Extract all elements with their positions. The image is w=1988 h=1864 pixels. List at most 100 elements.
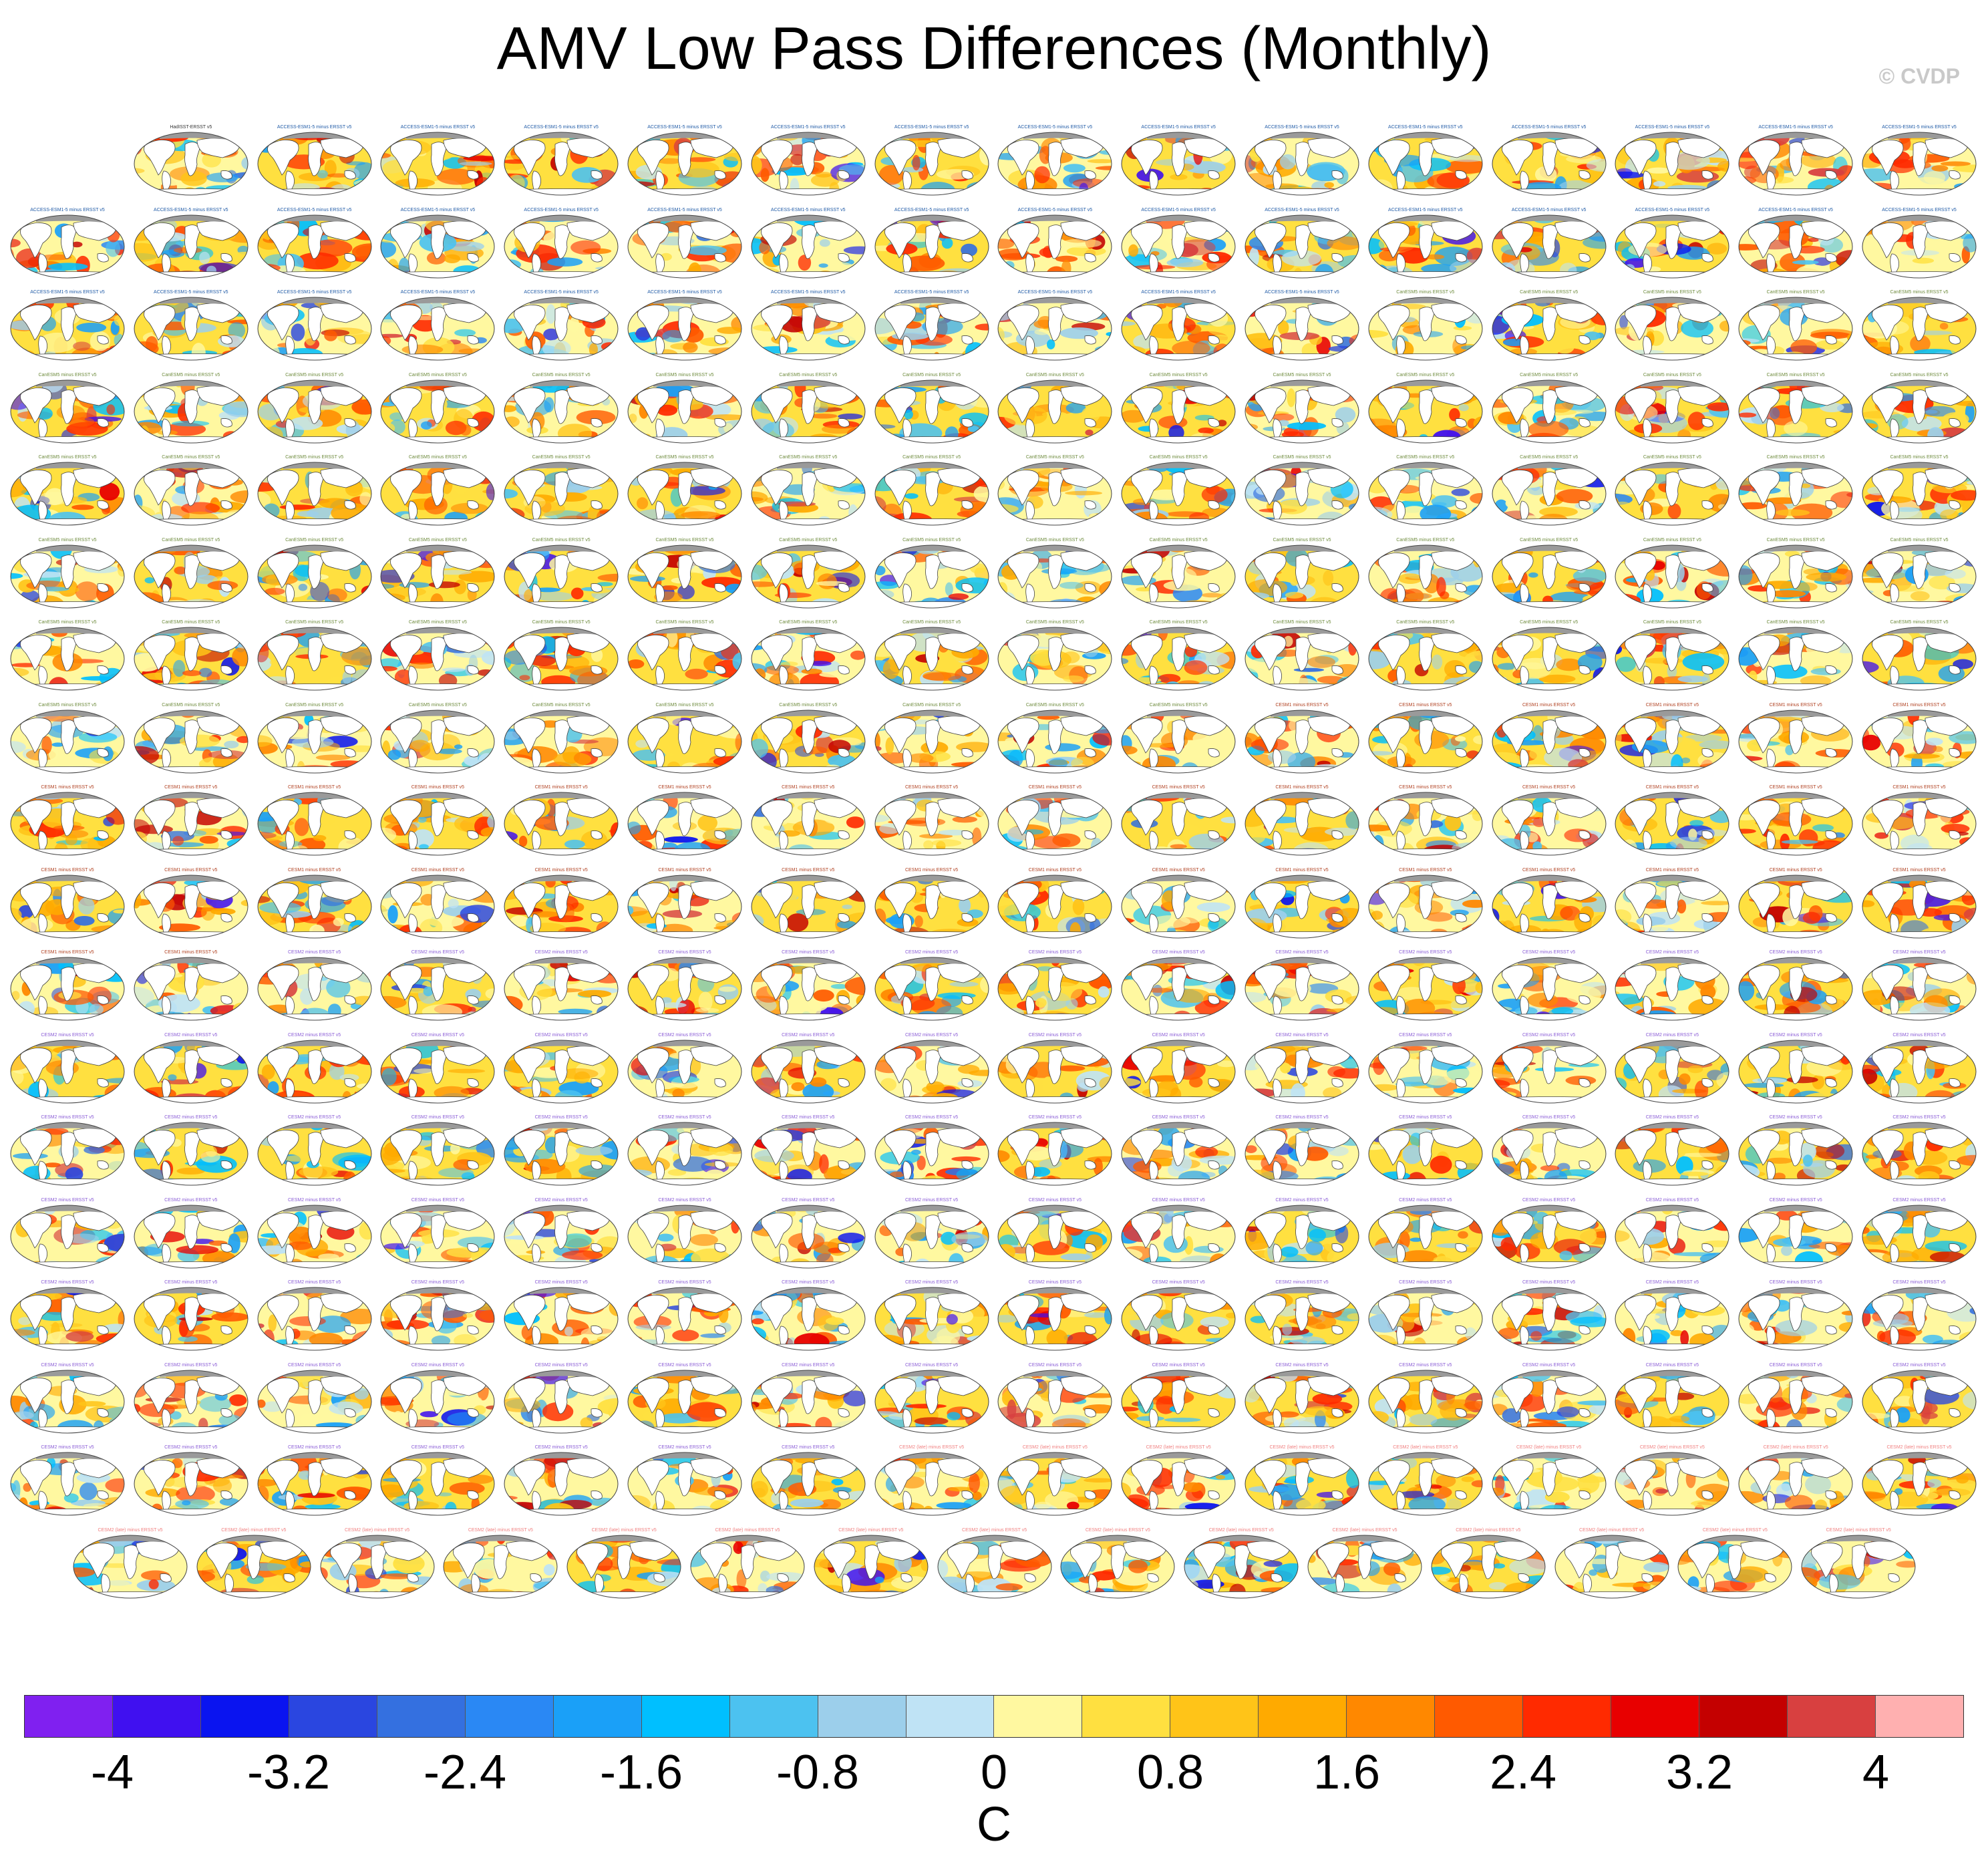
- map-border: [997, 214, 1112, 278]
- sst-anomaly-patch: [723, 379, 741, 382]
- sst-anomaly-patch: [504, 132, 508, 135]
- land-mass: [1255, 305, 1287, 341]
- sst-anomaly-patch: [1047, 339, 1055, 349]
- global-map: [874, 462, 989, 526]
- sst-anomaly-patch: [222, 430, 239, 440]
- sst-anomaly-patch: [1472, 547, 1482, 567]
- land-mass: [1748, 140, 1780, 176]
- land-mass: [1084, 253, 1097, 262]
- sst-anomaly-patch: [382, 710, 415, 713]
- panel-title: CanESM5 minus ERSST v5: [655, 455, 714, 460]
- sst-anomaly-patch: [458, 348, 486, 354]
- sst-anomaly-patch: [1458, 271, 1482, 278]
- land-mass: [467, 170, 480, 180]
- sst-anomaly-patch: [998, 379, 1020, 390]
- sst-difference-map-panel: ACCESS-ESM1-5 minus ERSST v5: [997, 289, 1113, 363]
- sst-anomaly-patch: [134, 430, 149, 443]
- sst-anomaly-patch: [1704, 358, 1729, 360]
- sst-difference-map-panel: CanESM5 minus ERSST v5: [997, 619, 1113, 693]
- sst-anomaly-patch: [1619, 516, 1636, 524]
- sst-anomaly-patch: [1084, 355, 1102, 360]
- sst-anomaly-patch: [1293, 667, 1325, 672]
- sst-difference-map-panel: CanESM5 minus ERSST v5: [1244, 372, 1360, 446]
- map-border: [1738, 297, 1853, 361]
- panel-title: CanESM5 minus ERSST v5: [1520, 290, 1579, 295]
- sst-anomaly-patch: [606, 605, 619, 608]
- sst-difference-map-panel: CanESM5 minus ERSST v5: [133, 454, 249, 528]
- sst-anomaly-patch: [751, 237, 769, 255]
- land-mass: [220, 418, 232, 427]
- map-border: [1368, 214, 1483, 278]
- sst-anomaly-patch: [1862, 132, 1880, 137]
- global-map: [627, 379, 742, 443]
- sst-anomaly-patch: [1460, 345, 1482, 350]
- panel-title: CanESM5 minus ERSST v5: [779, 537, 838, 542]
- sst-anomaly-patch: [1404, 592, 1432, 599]
- sst-anomaly-patch: [1128, 244, 1139, 257]
- sst-anomaly-patch: [959, 187, 989, 195]
- sst-anomaly-patch: [815, 172, 832, 178]
- land-mass: [1255, 140, 1287, 176]
- panel-title: ACCESS-ESM1-5 minus ERSST v5: [1388, 207, 1463, 212]
- sst-anomaly-patch: [547, 257, 583, 267]
- sst-anomaly-patch: [998, 132, 1030, 136]
- sst-difference-map-panel: CanESM5 minus ERSST v5: [1614, 619, 1730, 693]
- sst-difference-map-panel: ACCESS-ESM1-5 minus ERSST v5: [257, 124, 373, 198]
- sst-difference-map-panel: ACCESS-ESM1-5 minus ERSST v5: [1367, 124, 1484, 198]
- sst-anomaly-patch: [1059, 581, 1084, 589]
- sst-anomaly-patch: [1462, 462, 1482, 469]
- sst-anomaly-patch: [16, 349, 29, 355]
- sst-anomaly-patch: [1739, 379, 1748, 391]
- sst-anomaly-patch: [854, 462, 865, 474]
- sst-anomaly-patch: [1862, 545, 1881, 555]
- panel-title: CanESM5 minus ERSST v5: [1396, 455, 1455, 460]
- sst-anomaly-patch: [945, 582, 953, 596]
- panel-title: ACCESS-ESM1-5 minus ERSST v5: [1141, 125, 1216, 130]
- sst-anomaly-patch: [454, 329, 476, 337]
- sst-anomaly-patch: [297, 510, 319, 517]
- land-mass: [1949, 253, 1961, 262]
- panel-title: CanESM5 minus ERSST v5: [1643, 537, 1701, 542]
- panel-title: ACCESS-ESM1-5 minus ERSST v5: [894, 207, 969, 212]
- sst-anomaly-patch: [480, 627, 495, 631]
- sst-difference-map-panel: CanESM5 minus ERSST v5: [997, 702, 1113, 776]
- sst-anomaly-patch: [629, 413, 637, 423]
- panel-title: CanESM5 minus ERSST v5: [655, 702, 714, 708]
- panel-title: CanESM5 minus ERSST v5: [1149, 702, 1208, 708]
- sst-anomaly-patch: [381, 710, 395, 716]
- sst-anomaly-patch: [315, 754, 350, 760]
- sst-anomaly-patch: [365, 710, 371, 720]
- sst-anomaly-patch: [504, 273, 514, 278]
- land-mass: [1084, 170, 1097, 180]
- sst-anomaly-patch: [519, 675, 530, 681]
- sst-anomaly-patch: [1172, 341, 1210, 356]
- sst-anomaly-patch: [1739, 412, 1757, 418]
- sst-anomaly-patch: [381, 522, 390, 525]
- panel-title: ACCESS-ESM1-5 minus ERSST v5: [771, 290, 846, 295]
- sst-anomaly-patch: [1088, 381, 1112, 387]
- panel-title: CanESM5 minus ERSST v5: [1273, 537, 1331, 542]
- sst-anomaly-patch: [838, 215, 862, 220]
- sst-difference-map-panel: CanESM5 minus ERSST v5: [1491, 289, 1607, 363]
- sst-anomaly-patch: [1086, 379, 1112, 385]
- sst-anomaly-patch: [1815, 339, 1845, 350]
- panel-title: ACCESS-ESM1-5 minus ERSST v5: [400, 290, 476, 295]
- sst-anomaly-patch: [751, 601, 763, 607]
- panel-title: CanESM5 minus ERSST v5: [38, 702, 97, 708]
- global-map: [1492, 132, 1607, 196]
- panel-title: ACCESS-ESM1-5 minus ERSST v5: [400, 207, 476, 212]
- sst-anomaly-patch: [874, 602, 896, 608]
- panel-title: CanESM5 minus ERSST v5: [655, 372, 714, 377]
- sst-anomaly-patch: [998, 581, 1008, 597]
- sst-anomaly-patch: [520, 710, 539, 714]
- map-border: [10, 379, 125, 443]
- global-map: [10, 545, 125, 608]
- sst-anomaly-patch: [466, 462, 482, 465]
- global-map: [134, 627, 248, 691]
- sst-anomaly-patch: [265, 587, 285, 595]
- map-border: [257, 214, 372, 278]
- sst-difference-map-panel: CanESM5 minus ERSST v5: [1491, 537, 1607, 611]
- sst-difference-map-panel: CanESM5 minus ERSST v5: [1737, 454, 1854, 528]
- sst-difference-map-panel: ACCESS-ESM1-5 minus ERSST v5: [379, 124, 496, 198]
- land-mass: [1007, 140, 1039, 176]
